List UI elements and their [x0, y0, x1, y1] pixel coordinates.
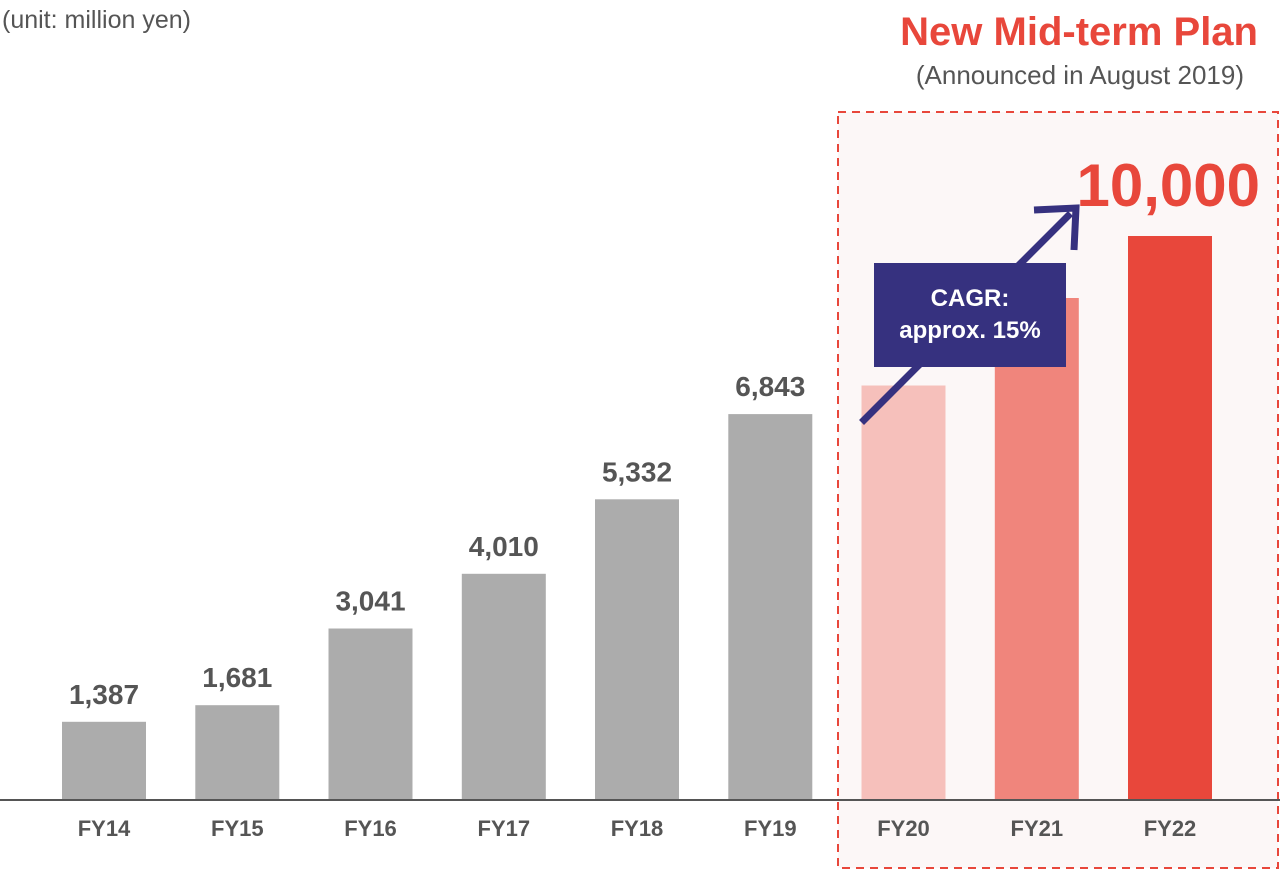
- bar-fy22: [1128, 236, 1212, 800]
- x-tick-fy17: FY17: [478, 816, 531, 841]
- x-tick-fy16: FY16: [344, 816, 397, 841]
- bar-fy21: [994, 298, 1079, 800]
- bar-fy14: [62, 721, 146, 800]
- cagr-arrow-head: [1033, 204, 1080, 251]
- bar-fy15: [195, 705, 280, 800]
- value-label-fy22: 10,000: [1076, 152, 1260, 219]
- bar-fy18: [595, 499, 679, 800]
- value-labels-group: 1,387 1,681 3,041 4,010 5,332 6,843 10,000: [69, 152, 1260, 710]
- x-tick-fy20: FY20: [877, 816, 930, 841]
- value-label-fy15: 1,681: [202, 662, 272, 693]
- cagr-callout-line1: CAGR:: [931, 285, 1010, 312]
- value-label-fy19: 6,843: [735, 371, 805, 402]
- x-tick-labels-group: FY14 FY15 FY16 FY17 FY18 FY19 FY20 FY21 FY22: [78, 816, 1197, 841]
- value-label-fy18: 5,332: [602, 456, 672, 487]
- x-tick-fy21: FY21: [1011, 816, 1064, 841]
- x-tick-fy22: FY22: [1144, 816, 1197, 841]
- bar-fy20: [861, 385, 946, 800]
- plan-subtitle: (Announced in August 2019): [916, 60, 1244, 90]
- bar-fy17: [461, 573, 546, 800]
- x-tick-fy18: FY18: [611, 816, 664, 841]
- bars-group: [62, 236, 1212, 800]
- x-tick-fy14: FY14: [78, 816, 131, 841]
- unit-label: (unit: million yen): [2, 6, 191, 34]
- bar-fy16: [328, 628, 413, 800]
- bar-fy19: [728, 414, 813, 800]
- plan-title: New Mid-term Plan: [900, 10, 1258, 54]
- x-tick-fy15: FY15: [211, 816, 264, 841]
- value-label-fy14: 1,387: [69, 679, 139, 710]
- value-label-fy16: 3,041: [335, 586, 405, 617]
- value-label-fy17: 4,010: [469, 531, 539, 562]
- cagr-callout-line2: approx. 15%: [899, 317, 1040, 344]
- x-tick-fy19: FY19: [744, 816, 797, 841]
- cagr-callout-box: [874, 263, 1066, 367]
